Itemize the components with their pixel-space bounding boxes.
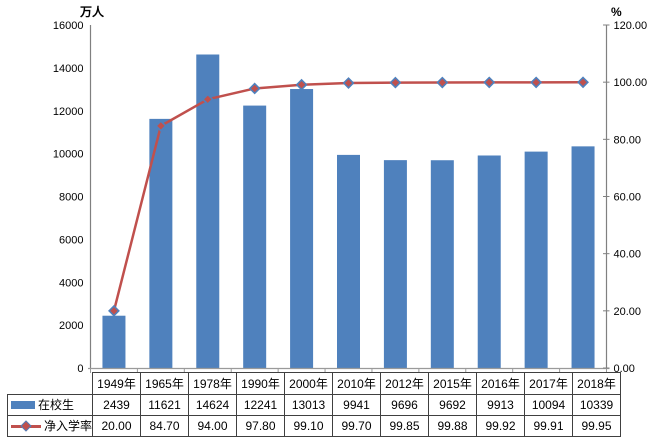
series-label: 在校生	[38, 398, 75, 412]
line-marker	[389, 76, 402, 89]
right-axis-tick-label: 20.00	[614, 306, 642, 318]
value-cell: 13013	[284, 394, 334, 416]
right-axis-tick-label: 0.00	[614, 363, 635, 374]
value-cell: 9913	[476, 394, 526, 416]
bar	[196, 54, 220, 369]
value-cell: 11621	[140, 394, 190, 416]
category-header: 2010年	[332, 372, 382, 395]
category-header: 2017年	[524, 372, 574, 395]
legend-diamond-icon	[20, 419, 32, 432]
bar-legend-swatch	[11, 401, 35, 409]
line-marker	[201, 93, 214, 106]
chart-data-table: 1949年 1965年 1978年 1990年 2000年 2010年 2012年 2015年…	[6, 372, 622, 437]
left-axis-title: 万人	[79, 4, 105, 19]
value-cell: 99.91	[524, 415, 574, 437]
category-header: 1949年	[92, 372, 142, 395]
category-header: 1990年	[236, 372, 286, 395]
bar	[524, 151, 548, 368]
legend-inner: 净入学率	[9, 419, 93, 433]
bar	[290, 89, 314, 368]
bar	[430, 160, 454, 368]
series-label: 净入学率	[44, 419, 93, 433]
value-cell: 10094	[524, 394, 574, 416]
right-axis-tick-label: 120.00	[614, 20, 648, 32]
line-marker	[577, 76, 589, 89]
left-axis-tick-label: 4000	[59, 277, 83, 289]
value-cell: 20.00	[92, 415, 142, 437]
line-legend-swatch	[11, 419, 41, 432]
left-axis-tick-label: 6000	[59, 234, 83, 246]
value-cell: 99.88	[428, 415, 478, 437]
bar	[337, 154, 360, 368]
value-cell: 9941	[332, 394, 382, 416]
bar	[571, 146, 595, 368]
value-cell: 99.10	[284, 415, 334, 437]
value-cell: 99.70	[332, 415, 382, 437]
line-marker	[483, 76, 496, 89]
value-cell: 99.92	[476, 415, 526, 437]
right-axis-tick-label: 40.00	[614, 249, 642, 261]
value-cell: 12241	[236, 394, 286, 416]
value-cell: 84.70	[140, 415, 190, 437]
left-axis-tick-label: 16000	[53, 20, 84, 32]
legend-inner: 在校生	[9, 398, 92, 412]
value-cell: 94.00	[188, 415, 238, 437]
legend-cell-bar: 在校生	[6, 394, 94, 416]
category-header: 2016年	[476, 372, 526, 395]
left-axis-tick-label: 14000	[53, 63, 84, 75]
left-axis-tick-label: 0	[77, 363, 83, 374]
bar	[102, 315, 126, 368]
line-marker	[436, 76, 449, 89]
category-header: 2018年	[572, 372, 622, 395]
value-cell: 10339	[572, 394, 622, 416]
category-header: 1965年	[140, 372, 190, 395]
right-axis-title: %	[611, 5, 622, 19]
bar	[149, 118, 173, 368]
line-marker	[154, 119, 167, 132]
left-axis-tick-label: 8000	[59, 192, 83, 204]
right-axis-tick-label: 100.00	[614, 77, 648, 89]
table-corner	[8, 373, 93, 395]
value-cell: 9696	[380, 394, 430, 416]
value-cell: 99.85	[380, 415, 430, 437]
plot-area: 万人 % 16000 14000 12000 10000 8000 6000 4000 200…	[53, 4, 648, 374]
line-marker	[248, 82, 261, 95]
bar	[243, 105, 267, 369]
line-marker	[295, 78, 308, 91]
category-header: 2012年	[380, 372, 430, 395]
right-axis-tick-label: 80.00	[614, 134, 642, 146]
line-marker	[342, 77, 355, 89]
category-header: 2015年	[428, 372, 478, 395]
left-axis-tick-label: 2000	[59, 320, 83, 332]
bar	[477, 155, 501, 368]
line-marker	[530, 76, 543, 89]
value-cell: 14624	[188, 394, 238, 416]
bar	[383, 160, 407, 368]
category-header: 1978年	[188, 372, 238, 395]
value-cell: 2439	[92, 394, 142, 416]
right-axis-tick-label: 60.00	[614, 192, 642, 204]
category-header: 2000年	[284, 372, 334, 395]
left-axis-tick-label: 12000	[53, 106, 84, 118]
legend-cell-line: 净入学率	[6, 415, 94, 437]
line-marker	[108, 304, 120, 317]
value-cell: 99.95	[572, 415, 622, 437]
value-cell: 97.80	[236, 415, 286, 437]
value-cell: 9692	[428, 394, 478, 416]
left-axis-tick-label: 10000	[53, 149, 84, 161]
